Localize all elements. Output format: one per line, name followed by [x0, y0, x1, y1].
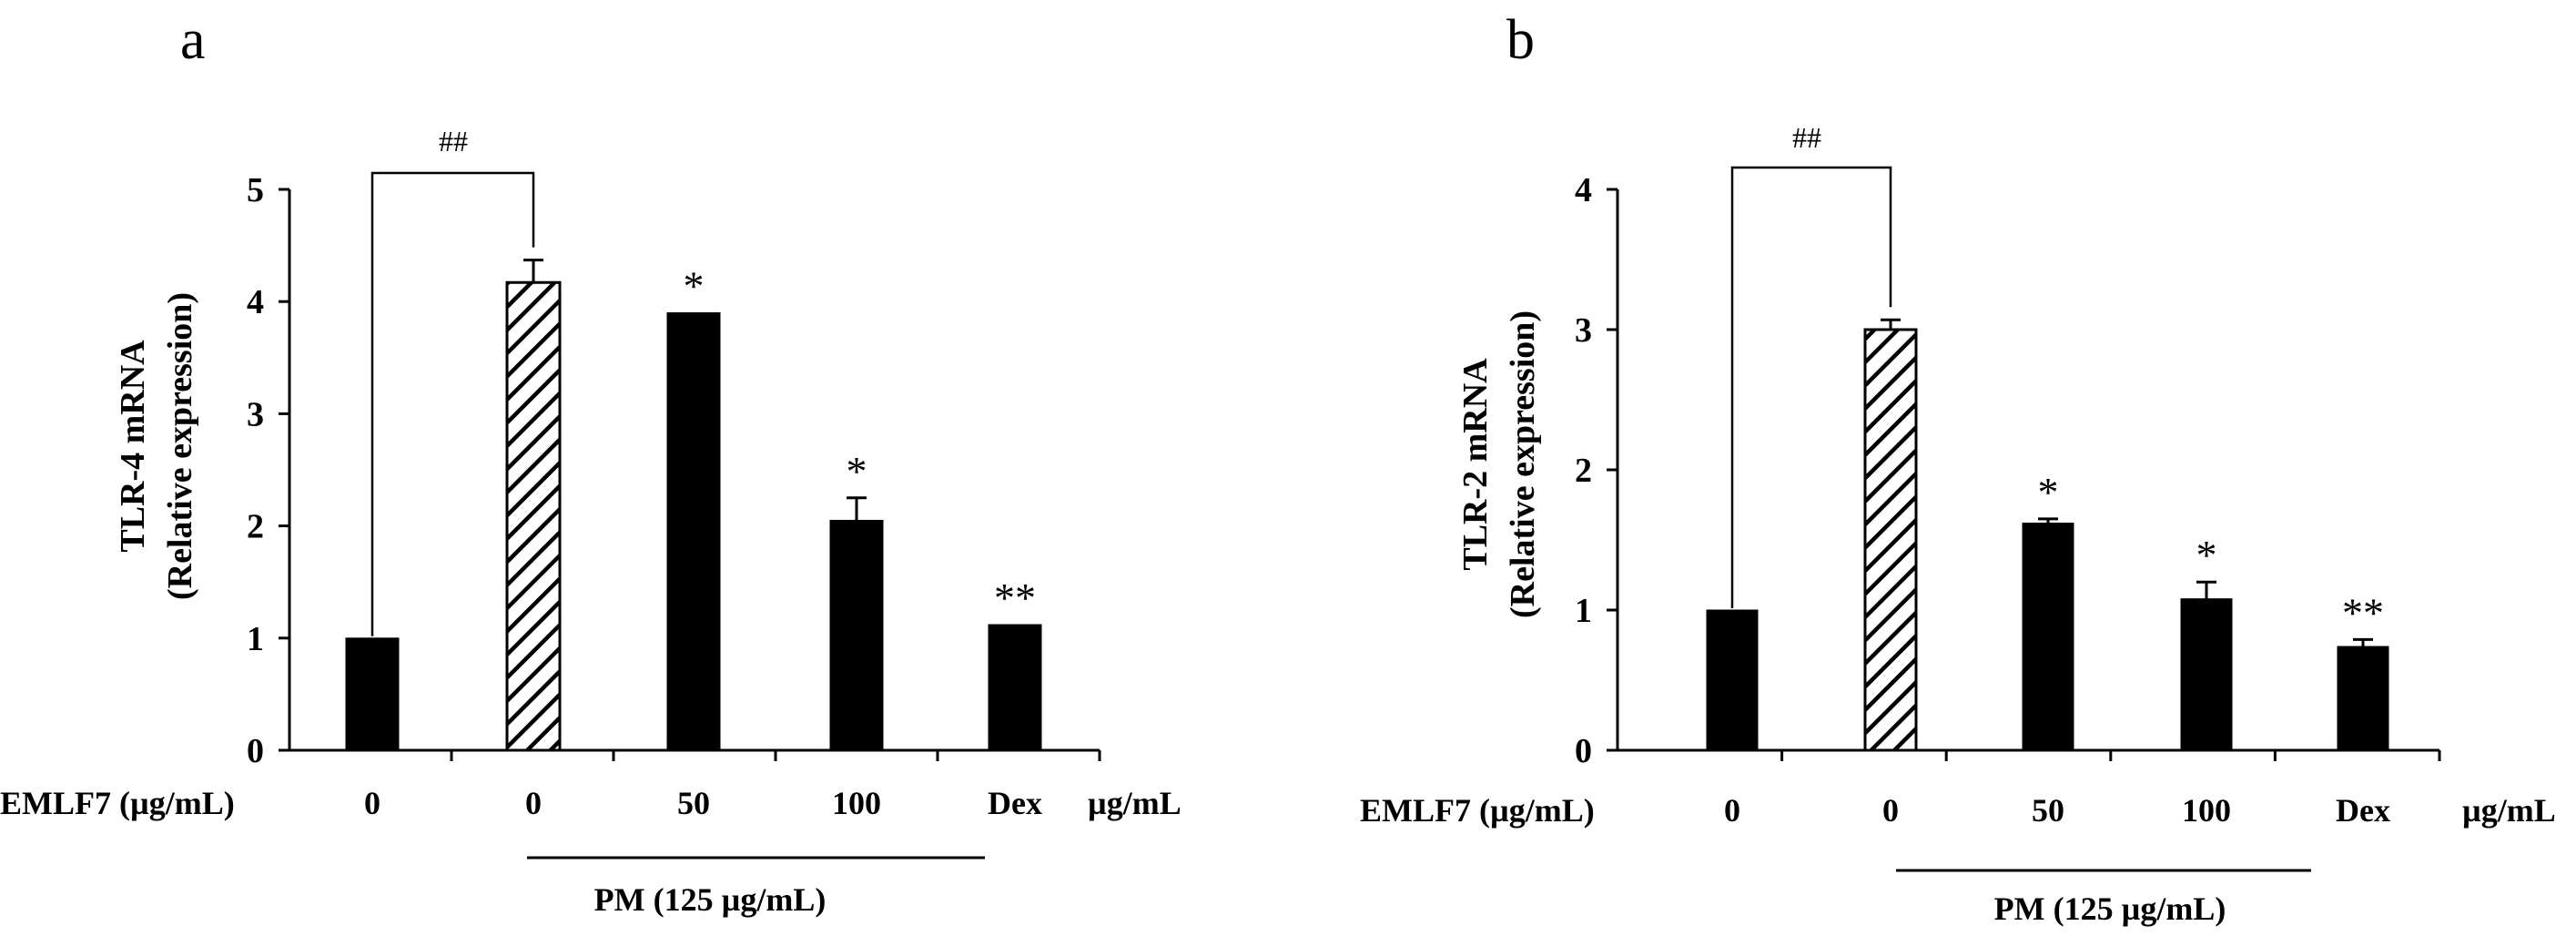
bars: 0 0 50 * 100 * Dex **	[1706, 166, 2390, 829]
significance-label: *	[847, 448, 867, 494]
bar	[988, 624, 1042, 751]
bar	[505, 280, 562, 752]
significance-label: **	[2342, 589, 2384, 636]
x-category-label: Dex	[988, 785, 1042, 821]
x-category-label: 0	[525, 785, 542, 821]
y-tick-label: 1	[1575, 592, 1592, 630]
y-tick-label: 0	[247, 732, 264, 770]
row-label: EMLF7 (µg/mL)	[0, 785, 235, 821]
bar	[2022, 523, 2074, 751]
bar	[666, 312, 721, 751]
row-label: EMLF7 (µg/mL)	[1360, 792, 1595, 829]
unit-label: µg/mL	[1088, 785, 1182, 821]
pm-group-label: PM (125 µg/mL)	[594, 881, 827, 918]
bar	[345, 637, 400, 751]
x-category-label: 0	[364, 785, 380, 821]
x-category-label: 100	[832, 785, 881, 821]
x-category-label: Dex	[2336, 792, 2390, 829]
x-category-label: 50	[677, 785, 710, 821]
y-tick-label: 1	[247, 620, 264, 658]
significance-label: *	[2038, 469, 2059, 515]
bar	[2180, 598, 2233, 751]
panel-b: b TLR-2 mRNA (Relative expression) 0 1 2 3 4…	[1360, 9, 2556, 927]
bracket-label: ##	[439, 125, 468, 158]
significance-bracket	[370, 171, 535, 636]
y-tick-label: 4	[1575, 171, 1592, 209]
y-tick-label: 4	[247, 283, 264, 321]
y-axis-label-line1: TLR-4 mRNA	[114, 340, 152, 553]
bars: 0 0 50 * 100 * Dex **	[345, 171, 1042, 821]
y-axis-label-line1: TLR-2 mRNA	[1456, 358, 1495, 571]
x-category-label: 100	[2182, 792, 2231, 829]
bracket-label: ##	[1792, 121, 1821, 154]
y-axis-label-line2: (Relative expression)	[1504, 310, 1542, 618]
unit-label: µg/mL	[2462, 792, 2556, 829]
y-tick-label: 2	[247, 508, 264, 546]
y-axis: 0 1 2 3 4	[1575, 171, 2441, 770]
significance-bracket	[1730, 166, 1892, 608]
y-axis: 0 1 2 3 4 5	[247, 171, 1101, 770]
y-tick-label: 0	[1575, 732, 1592, 770]
y-tick-label: 3	[247, 395, 264, 433]
y-tick-label: 3	[1575, 311, 1592, 350]
significance-label: *	[684, 263, 705, 310]
x-category-label: 0	[1882, 792, 1899, 829]
bar	[1863, 328, 1918, 752]
panel-a: a TLR-4 mRNA (Relative expression) 0 1 2 3 4…	[0, 9, 1182, 918]
significance-label: *	[2196, 532, 2217, 578]
x-category-label: 0	[1724, 792, 1740, 829]
y-tick-label: 5	[247, 171, 264, 209]
pm-group-label: PM (125 µg/mL)	[1994, 890, 2226, 927]
panel-letter: b	[1506, 9, 1535, 71]
bar	[1706, 609, 1759, 751]
significance-label: **	[994, 575, 1036, 621]
y-tick-label: 2	[1575, 452, 1592, 490]
bar	[2337, 646, 2389, 751]
x-category-label: 50	[2032, 792, 2064, 829]
bar	[829, 519, 884, 751]
y-axis-label-line2: (Relative expression)	[161, 292, 199, 600]
panel-letter: a	[180, 9, 206, 71]
